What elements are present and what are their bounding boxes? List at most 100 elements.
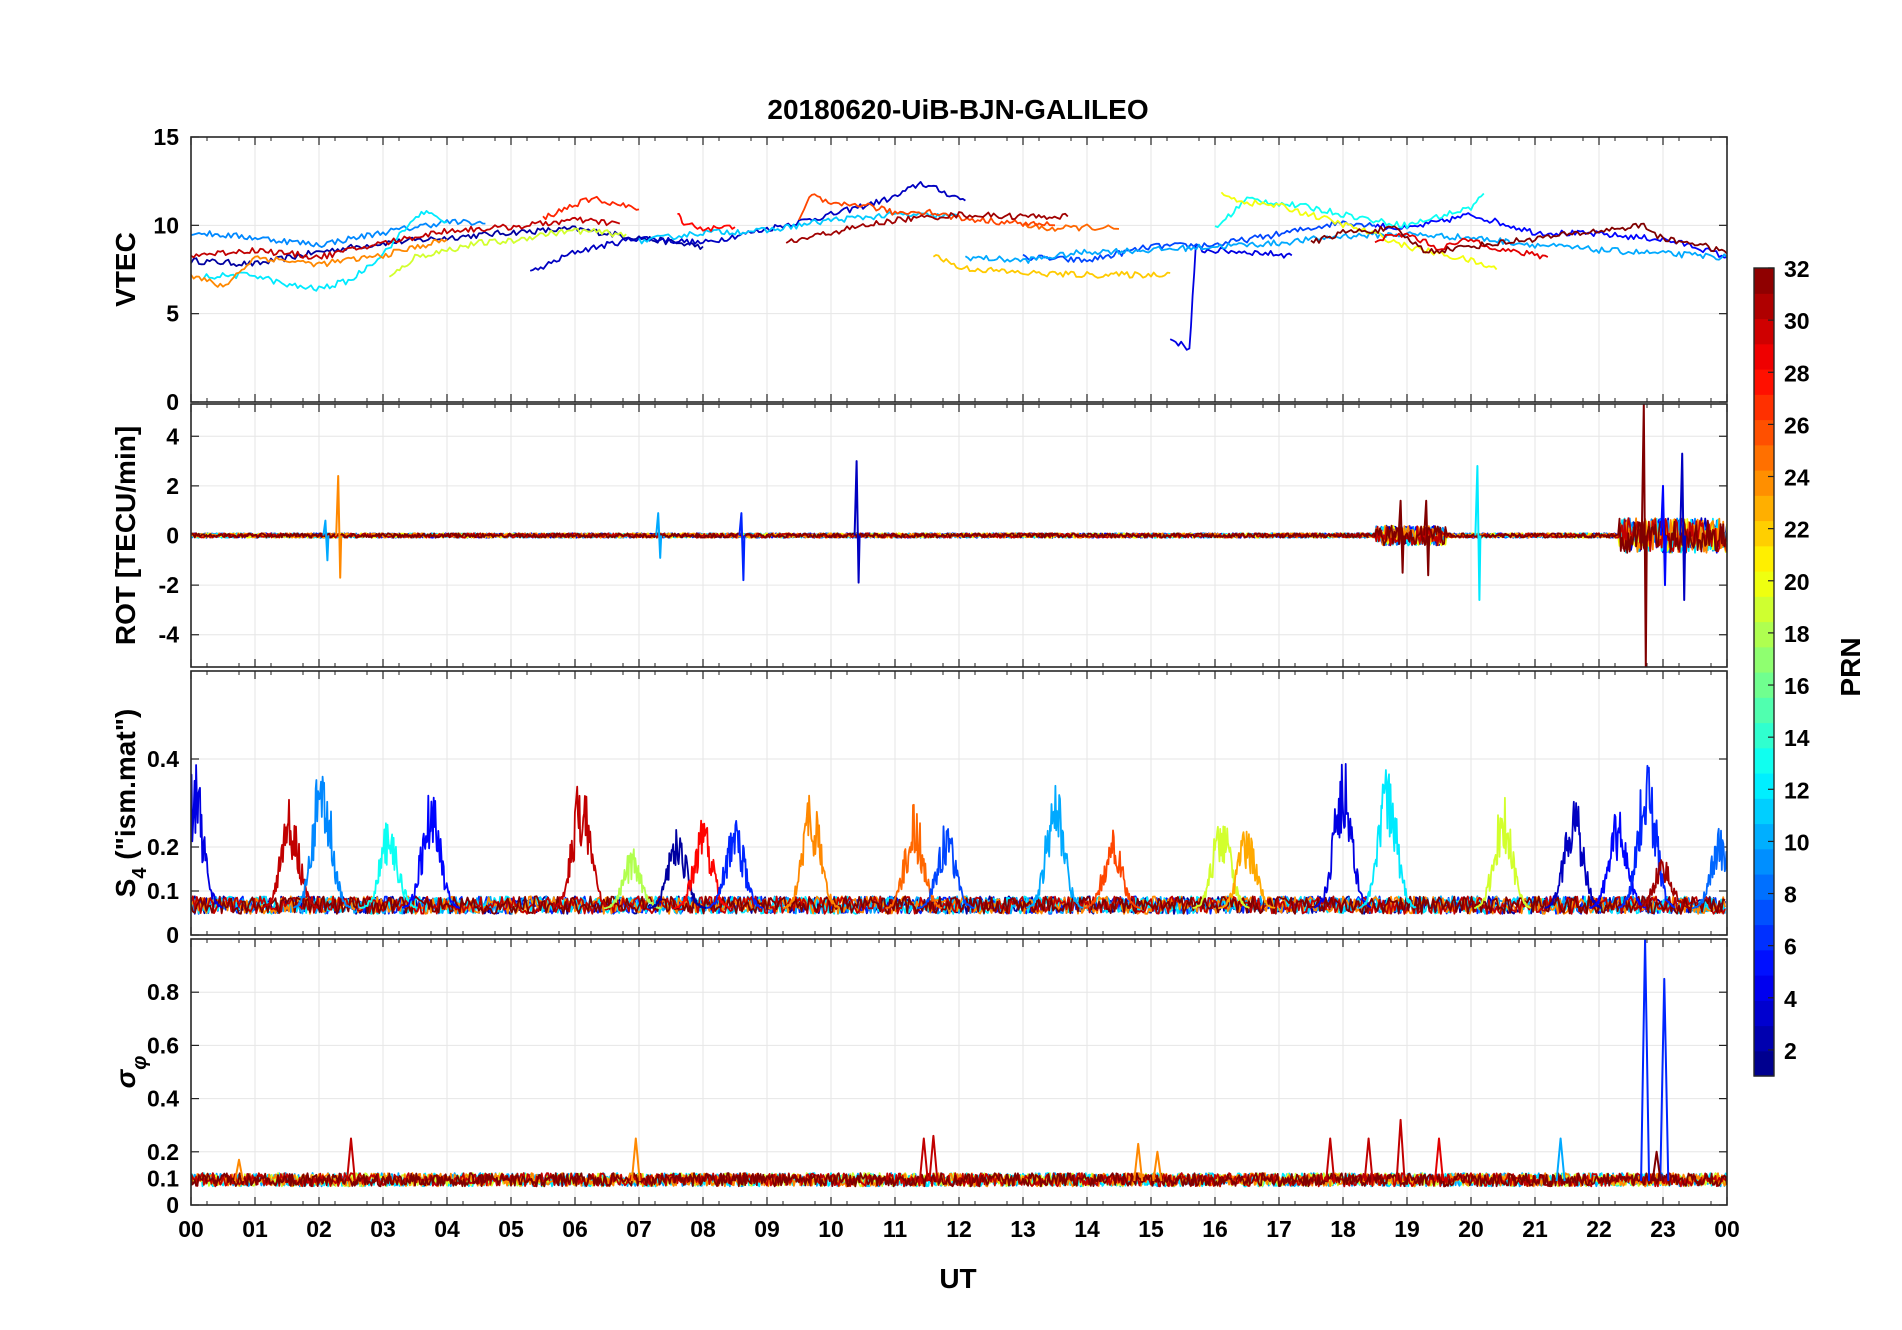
y-tick-label: 0.2 <box>147 1139 179 1165</box>
s4-burst-prn-6 <box>1617 764 1676 909</box>
colorbar-segment <box>1754 823 1774 850</box>
s4-burst-prn-10 <box>1025 784 1084 909</box>
colorbar-tick-label: 20 <box>1784 569 1810 595</box>
vtec-series-prn-30 <box>191 216 621 260</box>
s4-baseline-prn-32 <box>191 895 1726 915</box>
panel-s4: 00.10.20.4S4 ("ism.mat") <box>110 670 1728 948</box>
colorbar-segment <box>1754 419 1774 446</box>
x-tick-label: 17 <box>1266 1216 1292 1242</box>
colorbar-tick-label: 2 <box>1784 1038 1797 1064</box>
sigphi-spike-prn-10 <box>1555 1137 1566 1182</box>
colorbar-segment <box>1754 1025 1774 1052</box>
x-tick-label: 03 <box>370 1216 396 1242</box>
colorbar-segment <box>1754 318 1774 345</box>
colorbar-segment <box>1754 394 1774 421</box>
sigphi-spike-prn-30 <box>928 1134 939 1182</box>
x-tick-label: 08 <box>690 1216 716 1242</box>
vtec-series-prn-25 <box>1022 223 1120 232</box>
colorbar-segment <box>1754 596 1774 623</box>
s4-burst-prn-9 <box>292 775 351 909</box>
colorbar-segment <box>1754 1000 1774 1027</box>
rot-spike-prn-32 <box>1397 499 1405 574</box>
s4-burst-prn-2 <box>648 829 707 910</box>
s4-burst-prn-4 <box>191 764 223 909</box>
y-tick-label: 4 <box>166 423 179 449</box>
colorbar-segment <box>1754 571 1774 597</box>
colorbar-segment <box>1754 1050 1774 1077</box>
rot-spike-prn-3 <box>853 460 861 584</box>
sigphi-spike-prn-30 <box>1395 1118 1406 1182</box>
y-tick-label: 0 <box>166 389 179 415</box>
x-tick-label: 00 <box>1714 1216 1740 1242</box>
colorbar-segment <box>1754 293 1774 320</box>
colorbar-segment <box>1754 773 1774 799</box>
vtec-series-prn-9 <box>191 218 486 248</box>
s4-burst-prn-5 <box>1588 811 1647 909</box>
panel-frame <box>190 670 1728 936</box>
x-tick-label: 01 <box>242 1216 268 1242</box>
colorbar-tick-label: 24 <box>1784 465 1810 491</box>
colorbar-segment <box>1754 343 1774 370</box>
vtec-series-prn-24 <box>191 238 448 288</box>
x-tick-label: 19 <box>1394 1216 1420 1242</box>
colorbar-tick-label: 26 <box>1784 412 1810 438</box>
colorbar-tick-label: 18 <box>1784 621 1810 647</box>
colorbar-segment <box>1754 924 1774 951</box>
colorbar-tick-label: 8 <box>1784 882 1797 908</box>
colorbar-segment <box>1754 697 1774 724</box>
colorbar-tick-label: 4 <box>1784 986 1797 1012</box>
x-tick-label: 09 <box>754 1216 780 1242</box>
sigphi-spike-prn-6 <box>1640 939 1651 1182</box>
rot-spike-prn-10 <box>322 519 330 562</box>
s4-burst-prn-18 <box>603 848 662 910</box>
y-tick-label: 0 <box>166 1192 179 1218</box>
panel-rot: -4 -2 0 2 4 ROT [TECU/min] <box>110 403 1728 668</box>
vtec-series-prn-29 <box>1374 232 1549 260</box>
vtec-series-prn-20 <box>1220 191 1498 271</box>
y-tick-label: 15 <box>153 124 179 150</box>
x-tick-label: 15 <box>1138 1216 1164 1242</box>
vtec-series-prn-27 <box>542 195 640 221</box>
s4-burst-prn-24 <box>782 794 841 910</box>
colorbar-segment <box>1754 369 1774 395</box>
sigphi-spike-prn-30 <box>1363 1137 1374 1182</box>
colorbar-tick-label: 32 <box>1784 256 1810 282</box>
vtec-series-prn-28 <box>677 213 736 232</box>
s4-burst-prn-3 <box>1544 800 1602 909</box>
y-axis-label-s4: S4 ("ism.mat") <box>110 709 151 898</box>
panel-data <box>191 939 1727 1188</box>
s4-burst-prn-26 <box>1083 829 1141 910</box>
x-tick-label: 21 <box>1522 1216 1548 1242</box>
colorbar-tick-label: 28 <box>1784 360 1810 386</box>
y-axis-label-vtec: VTEC <box>110 232 141 307</box>
x-tick-label: 04 <box>434 1216 460 1242</box>
x-tick-label: 14 <box>1074 1216 1100 1242</box>
vtec-series-prn-13 <box>1214 192 1485 229</box>
x-tick-label: 10 <box>818 1216 844 1242</box>
rot-spike-prn-32 <box>1423 499 1431 577</box>
sigphi-spike-prn-30 <box>346 1137 356 1182</box>
colorbar-segment <box>1754 949 1774 976</box>
y-label-rest: ("ism.mat") <box>110 709 141 868</box>
sigphi-spike-prn-24 <box>234 1158 244 1182</box>
colorbar-segment <box>1754 545 1774 572</box>
rot-spike-prn-3 <box>1679 452 1687 602</box>
sigphi-spike-prn-6 <box>1659 977 1670 1182</box>
colorbar-label: PRN <box>1835 637 1866 696</box>
panel-data <box>191 404 1727 667</box>
y-tick-label: 0.1 <box>147 878 179 904</box>
vtec-series-prn-32 <box>1310 222 1727 255</box>
y-tick-label: 0 <box>166 922 179 948</box>
sigphi-spike-prn-29 <box>1434 1137 1444 1182</box>
x-tick-label: 11 <box>883 1216 908 1242</box>
s4-burst-prn-28 <box>674 819 732 910</box>
panel-data <box>191 763 1727 915</box>
x-tick-label: 06 <box>562 1216 588 1242</box>
y-tick-label: 0.2 <box>147 834 179 860</box>
colorbar-segment <box>1754 621 1774 648</box>
colorbar-segment <box>1754 899 1774 926</box>
rot-spike-prn-5 <box>1660 484 1667 587</box>
